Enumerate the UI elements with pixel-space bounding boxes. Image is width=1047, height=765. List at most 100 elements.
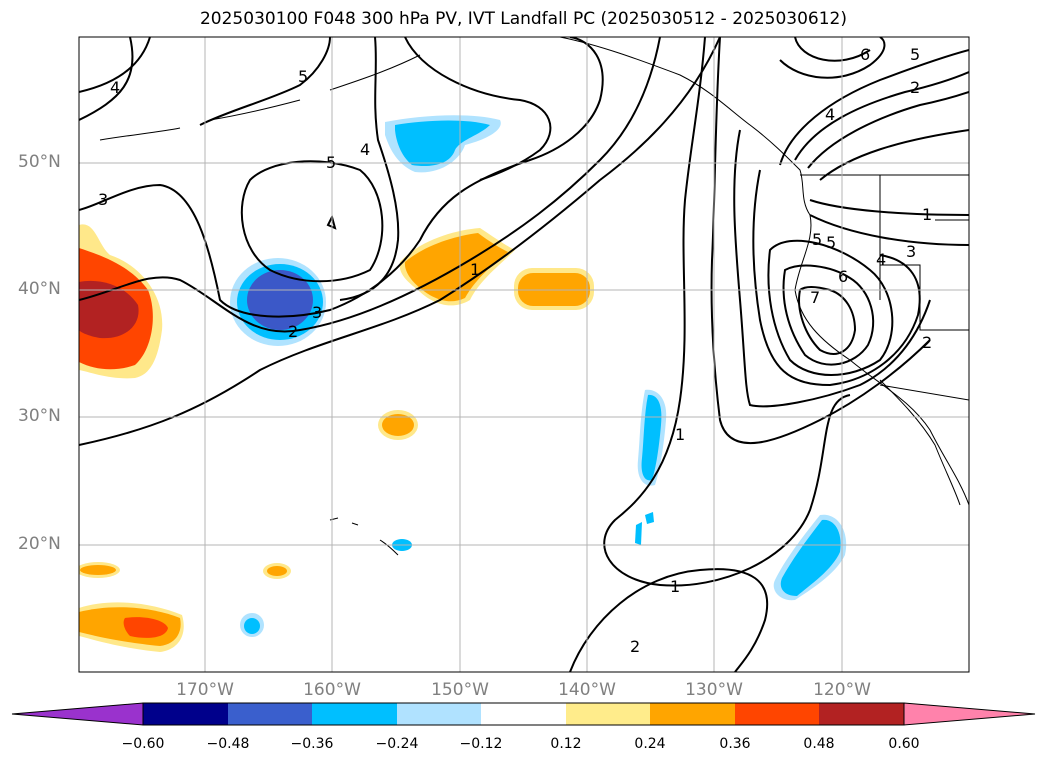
colorbar-bin bbox=[397, 703, 481, 725]
positive-anomaly-small-orange bbox=[382, 414, 414, 436]
contour-label: 1 bbox=[922, 205, 932, 224]
lat-label-20n: 20°N bbox=[18, 534, 61, 554]
contour-line-1 bbox=[79, 37, 721, 446]
negative-anomaly-north-inner bbox=[395, 120, 490, 167]
colorbar-tick-label: −0.60 bbox=[121, 736, 165, 752]
map-frame bbox=[78, 36, 970, 673]
colorbar-bin bbox=[143, 703, 228, 725]
colorbar-bin bbox=[735, 703, 819, 725]
contour-line-2 bbox=[79, 37, 661, 333]
contour-label: 1 bbox=[675, 425, 685, 444]
contour-label: 5 bbox=[326, 153, 336, 172]
contour-line-8 bbox=[339, 37, 400, 301]
colorbar-bin bbox=[228, 703, 312, 725]
shaded-anomalies bbox=[79, 115, 847, 652]
contour-label: 6 bbox=[860, 45, 870, 64]
colorbar-tick-label: −0.24 bbox=[375, 736, 419, 752]
contour-line-22 bbox=[819, 129, 969, 181]
hawaii-islands bbox=[329, 517, 399, 556]
colorbar bbox=[11, 702, 1036, 726]
colorbar-tick-label: 0.24 bbox=[634, 736, 666, 752]
contour-line-23 bbox=[809, 199, 969, 216]
contour-line-26 bbox=[794, 37, 871, 62]
negative-anomaly-dark bbox=[247, 270, 313, 330]
contour-label: 1 bbox=[470, 260, 480, 279]
contour-line-4 bbox=[79, 37, 134, 121]
contour-label: 7 bbox=[810, 288, 820, 307]
contour-label: 4 bbox=[876, 250, 886, 269]
contour-line-21 bbox=[807, 91, 969, 169]
lon-label-160w: 160°W bbox=[303, 680, 361, 700]
lat-label-40n: 40°N bbox=[18, 279, 61, 299]
colorbar-extend-low bbox=[11, 702, 144, 726]
negative-anomaly-sliver2 bbox=[645, 512, 654, 524]
contour-line-17 bbox=[782, 264, 875, 366]
colorbar-extend-high bbox=[903, 702, 1036, 726]
positive-anomaly-tiny1-orange bbox=[80, 565, 116, 575]
contour-line-14 bbox=[733, 129, 931, 408]
contour-label: 5 bbox=[910, 45, 920, 64]
lon-label-170w: 170°W bbox=[176, 680, 234, 700]
contour-label: 5 bbox=[812, 230, 822, 249]
contour-line-13 bbox=[710, 37, 931, 445]
contour-label: 4 bbox=[110, 78, 120, 97]
contour-label: 6 bbox=[838, 267, 848, 286]
border-us-mexico bbox=[879, 384, 969, 401]
contour-line-9 bbox=[404, 37, 552, 181]
lat-label-30n: 30°N bbox=[18, 406, 61, 426]
contour-line-20 bbox=[794, 71, 969, 161]
colorbar-bin bbox=[819, 703, 904, 725]
contour-label: 5 bbox=[826, 233, 836, 252]
colorbar-bin bbox=[312, 703, 397, 725]
contour-label: 3 bbox=[98, 190, 108, 209]
lon-label-130w: 130°W bbox=[685, 680, 743, 700]
map-plot-area bbox=[79, 37, 969, 672]
contour-line-18 bbox=[798, 286, 857, 355]
lon-label-150w: 150°W bbox=[431, 680, 489, 700]
lon-label-140w: 140°W bbox=[558, 680, 616, 700]
contour-labels: 4 5 3 5 4 5 3 2 1 1 1 2 6 5 2 4 1 5 3 4 … bbox=[98, 45, 932, 656]
alaska-coast bbox=[559, 37, 811, 216]
contour-label: 4 bbox=[825, 105, 835, 124]
contour-line-12 bbox=[603, 37, 851, 587]
colorbar-bin bbox=[481, 703, 566, 725]
contour-line-25 bbox=[779, 37, 886, 79]
colorbar-bin bbox=[650, 703, 735, 725]
contour-line-5 bbox=[79, 37, 151, 93]
negative-anomaly-sliver bbox=[635, 522, 642, 545]
contour-label: 2 bbox=[922, 333, 932, 352]
lat-label-50n: 50°N bbox=[18, 152, 61, 172]
contour-label: 4 bbox=[360, 140, 370, 159]
contour-label: 2 bbox=[910, 78, 920, 97]
contour-label: 3 bbox=[906, 242, 916, 261]
colorbar-tick-label: 0.48 bbox=[803, 736, 835, 752]
contour-label: 1 bbox=[670, 577, 680, 596]
contour-line-7 bbox=[240, 160, 384, 283]
lon-label-120w: 120°W bbox=[813, 680, 871, 700]
contour-label: 2 bbox=[288, 322, 298, 341]
coastlines bbox=[99, 37, 969, 556]
canada-us-coast bbox=[794, 214, 969, 506]
contour-line-11 bbox=[569, 568, 769, 672]
colorbar-tick-label: 0.36 bbox=[719, 736, 751, 752]
aleutians bbox=[99, 54, 421, 141]
colorbar-tick-label: 0.60 bbox=[888, 736, 920, 752]
positive-anomaly-tiny2-orange bbox=[267, 566, 287, 576]
negative-anomaly-small-sw-inner bbox=[244, 618, 260, 634]
negative-anomaly-southeast-inner bbox=[780, 519, 841, 596]
positive-anomaly-southwest-red bbox=[123, 617, 168, 638]
contour-label: 5 bbox=[298, 67, 308, 86]
colorbar-bin bbox=[566, 703, 650, 725]
contour-line-24 bbox=[809, 214, 969, 246]
state-lines bbox=[879, 175, 969, 331]
map-title: 2025030100 F048 300 hPa PV, IVT Landfall… bbox=[199, 9, 847, 29]
baja-coast bbox=[879, 379, 961, 506]
colorbar-frame bbox=[142, 702, 905, 726]
contour-label: 3 bbox=[312, 303, 322, 322]
colorbar-tick-label: 0.12 bbox=[550, 736, 582, 752]
pv-contours bbox=[79, 37, 969, 672]
colorbar-tick-label: −0.48 bbox=[206, 736, 250, 752]
contour-line-16 bbox=[767, 239, 894, 376]
gridlines bbox=[79, 37, 969, 672]
